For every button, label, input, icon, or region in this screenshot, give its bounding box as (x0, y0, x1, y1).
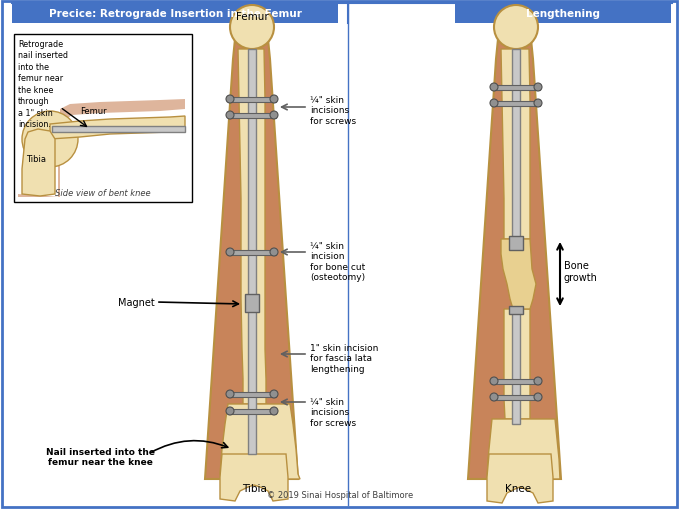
Text: 1" skin incision
for fascia lata
lengthening: 1" skin incision for fascia lata lengthe… (310, 344, 378, 373)
Circle shape (490, 84, 498, 92)
Circle shape (534, 84, 542, 92)
Circle shape (226, 407, 234, 415)
Circle shape (226, 96, 234, 104)
Bar (12, 4, 338, 24)
Bar (512, 50, 520, 240)
Polygon shape (504, 309, 530, 419)
Polygon shape (501, 240, 536, 309)
Circle shape (226, 390, 234, 398)
Bar (509, 237, 523, 250)
Text: © 2019 Sinai Hospital of Baltimore: © 2019 Sinai Hospital of Baltimore (267, 490, 413, 499)
Bar (512, 309, 520, 424)
Text: Tibia: Tibia (242, 483, 266, 493)
Circle shape (226, 248, 234, 257)
Polygon shape (220, 454, 288, 501)
Text: ¼" skin
incision
for bone cut
(osteotomy): ¼" skin incision for bone cut (osteotomy… (310, 242, 365, 281)
Circle shape (270, 407, 278, 415)
Text: Nail inserted into the
femur near the knee: Nail inserted into the femur near the kn… (45, 447, 155, 466)
Text: ¼" skin
incisions
for screws: ¼" skin incisions for screws (310, 397, 356, 427)
Circle shape (270, 96, 278, 104)
Polygon shape (220, 404, 300, 479)
Polygon shape (205, 26, 298, 479)
Circle shape (534, 100, 542, 108)
Circle shape (230, 6, 274, 50)
Bar (14, 35, 192, 203)
Circle shape (22, 112, 78, 167)
Circle shape (490, 377, 498, 385)
Bar (492, 102, 540, 107)
Text: Knee: Knee (505, 483, 531, 493)
Circle shape (490, 393, 498, 401)
Bar (492, 395, 540, 400)
Bar (228, 98, 276, 103)
Bar (228, 392, 276, 397)
Circle shape (226, 112, 234, 120)
Text: ¼" skin
incisions
for screws: ¼" skin incisions for screws (310, 96, 356, 126)
Text: Lengthening: Lengthening (526, 9, 600, 19)
Polygon shape (487, 419, 560, 479)
Text: Precice: Retrograde Insertion in the Femur: Precice: Retrograde Insertion in the Fem… (49, 9, 301, 19)
Circle shape (494, 6, 538, 50)
Text: Femur: Femur (80, 107, 107, 116)
Circle shape (270, 390, 278, 398)
Text: Retrograde
nail inserted
into the
femur near
the knee
through
a 1" skin
incision: Retrograde nail inserted into the femur … (18, 40, 68, 129)
Polygon shape (501, 50, 530, 240)
Text: Tibia: Tibia (26, 155, 46, 164)
Circle shape (490, 100, 498, 108)
Bar (509, 306, 523, 315)
Text: Side view of bent knee: Side view of bent knee (55, 189, 151, 197)
Polygon shape (468, 26, 561, 479)
Polygon shape (50, 117, 185, 140)
Circle shape (534, 377, 542, 385)
Circle shape (270, 248, 278, 257)
Circle shape (270, 112, 278, 120)
Polygon shape (487, 454, 553, 503)
Text: Bone
growth: Bone growth (564, 261, 598, 282)
Bar (52, 127, 185, 133)
Bar (248, 50, 256, 454)
Text: Magnet: Magnet (118, 297, 155, 307)
Polygon shape (18, 40, 185, 197)
Bar (245, 294, 259, 313)
Polygon shape (238, 50, 266, 404)
Circle shape (534, 393, 542, 401)
Text: Femur: Femur (236, 12, 268, 22)
Bar (228, 114, 276, 119)
Bar (492, 379, 540, 384)
Bar (228, 250, 276, 256)
Polygon shape (22, 130, 55, 196)
Bar (492, 86, 540, 91)
Bar (455, 4, 671, 24)
Bar (228, 409, 276, 414)
